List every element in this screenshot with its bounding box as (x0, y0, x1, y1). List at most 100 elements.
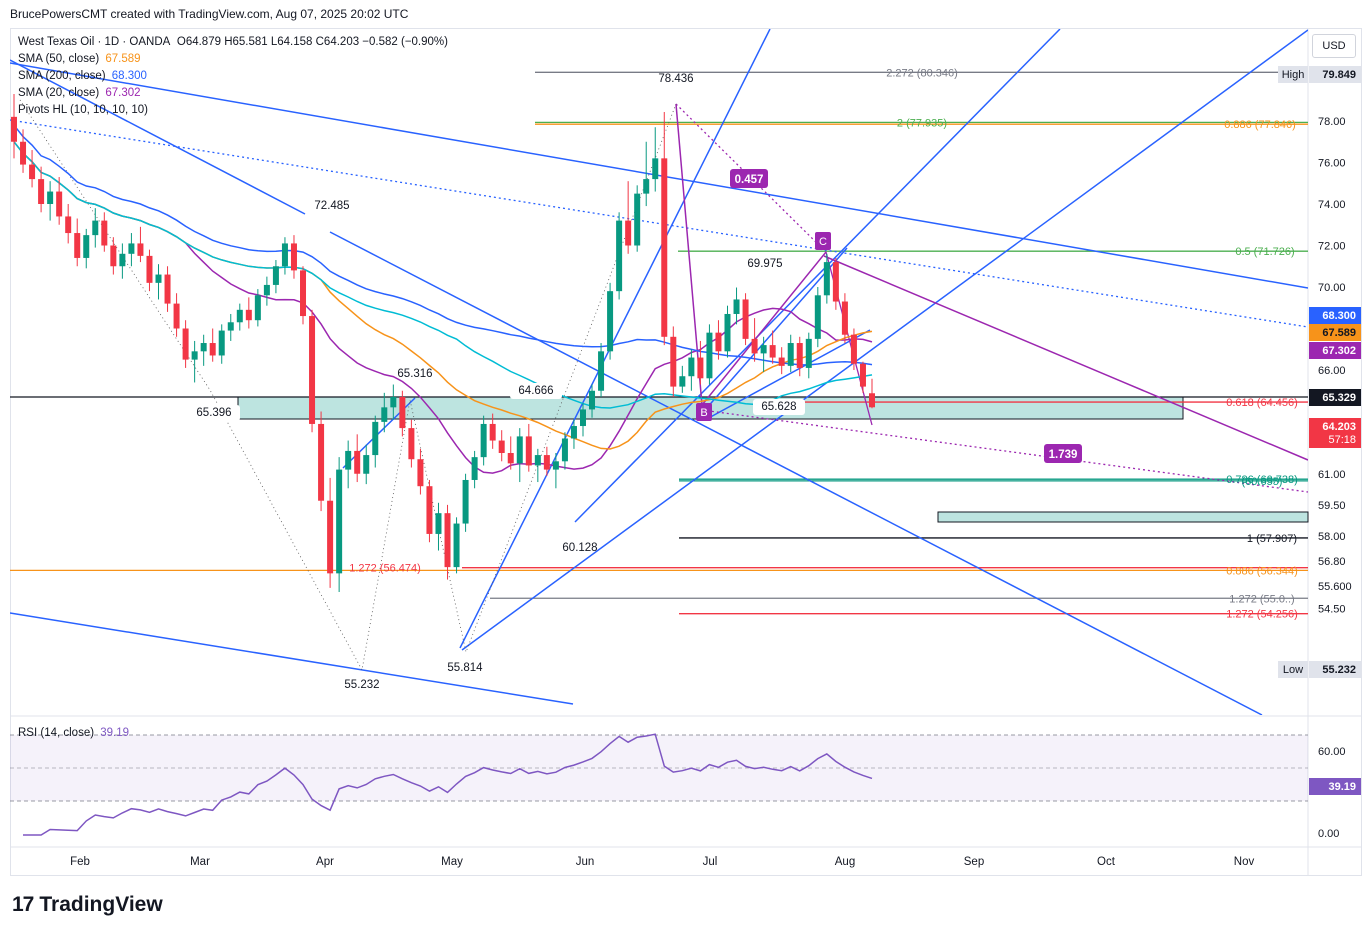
candle-body[interactable] (227, 322, 234, 331)
candle-body[interactable] (561, 438, 568, 462)
candle-body[interactable] (74, 233, 81, 258)
candle-body[interactable] (327, 500, 334, 574)
candle-body[interactable] (345, 450, 352, 470)
candle-body[interactable] (47, 191, 54, 204)
candle-body[interactable] (11, 116, 17, 142)
candle-body[interactable] (435, 513, 442, 534)
candle-body[interactable] (20, 141, 27, 165)
candle-body[interactable] (381, 407, 388, 422)
candle-body[interactable] (236, 309, 243, 323)
sma200-line[interactable] (13, 124, 873, 366)
candle-body[interactable] (859, 363, 866, 387)
candle-body[interactable] (218, 330, 225, 356)
wedge-upper[interactable] (704, 247, 848, 411)
candle-body[interactable] (850, 334, 857, 364)
trendline-descending-1[interactable] (10, 62, 1308, 289)
candle-body[interactable] (607, 291, 614, 352)
candle-body[interactable] (733, 299, 740, 314)
candle-body[interactable] (796, 343, 803, 368)
candle-body[interactable] (715, 332, 722, 352)
candle-body[interactable] (480, 423, 487, 458)
candle-body[interactable] (173, 303, 180, 329)
candle-body[interactable] (778, 357, 785, 366)
candle-body[interactable] (83, 235, 90, 258)
candle-body[interactable] (390, 396, 397, 408)
candle-body[interactable] (128, 243, 135, 254)
wedge-lower[interactable] (704, 329, 871, 421)
candle-body[interactable] (110, 245, 117, 267)
legend-sma20[interactable]: SMA (20, close) 67.302 (18, 85, 448, 102)
candle-body[interactable] (841, 301, 848, 335)
legend-symbol[interactable]: West Texas Oil · 1D · OANDA (18, 36, 170, 48)
sma-cyan-line[interactable] (13, 141, 873, 409)
candle-body[interactable] (869, 393, 875, 408)
candle-body[interactable] (263, 284, 270, 296)
candle-body[interactable] (643, 179, 650, 194)
candle-body[interactable] (697, 357, 704, 379)
candle-body[interactable] (706, 332, 713, 379)
trendline-ascending-1[interactable] (461, 29, 1308, 651)
legend-sma50[interactable]: SMA (50, close) 67.589 (18, 51, 448, 68)
abcd-projection[interactable] (701, 409, 1308, 493)
candle-body[interactable] (417, 459, 424, 487)
candle-body[interactable] (182, 328, 189, 360)
candle-body[interactable] (534, 455, 541, 466)
trendline-descending-2[interactable] (10, 59, 306, 215)
candle-body[interactable] (652, 158, 659, 180)
candle-body[interactable] (760, 345, 767, 354)
candle-body[interactable] (209, 343, 216, 356)
candle-body[interactable] (399, 396, 406, 429)
candle-body[interactable] (471, 457, 478, 480)
candle-body[interactable] (507, 453, 514, 464)
candle-body[interactable] (453, 523, 460, 568)
candle-body[interactable] (137, 243, 144, 256)
candle-body[interactable] (408, 428, 415, 460)
candle-body[interactable] (56, 191, 63, 217)
candle-body[interactable] (769, 345, 776, 358)
legend-sma200[interactable]: SMA (200, close) 68.300 (18, 68, 448, 85)
candle-body[interactable] (625, 220, 632, 246)
candle-body[interactable] (318, 423, 325, 501)
candle-body[interactable] (444, 513, 451, 568)
candle-body[interactable] (155, 274, 162, 283)
trendline-dotted[interactable] (10, 119, 1308, 328)
trendline-ascending-2[interactable] (574, 29, 1061, 523)
candle-body[interactable] (724, 313, 731, 352)
candle-body[interactable] (254, 295, 261, 321)
candle-body[interactable] (426, 486, 433, 534)
candle-body[interactable] (119, 253, 126, 267)
candle-body[interactable] (462, 479, 469, 524)
trendline-descending-3[interactable] (329, 231, 1263, 715)
candle-body[interactable] (823, 262, 830, 296)
candle-body[interactable] (38, 179, 45, 204)
candle-body[interactable] (552, 461, 559, 470)
tradingview-logo[interactable]: 17 TradingView (12, 893, 163, 917)
purple-trendline[interactable] (823, 255, 1308, 461)
candle-body[interactable] (634, 193, 641, 246)
candle-body[interactable] (92, 220, 99, 236)
trendline-descending-4[interactable] (10, 612, 574, 705)
candle-body[interactable] (363, 455, 370, 474)
rsi-legend[interactable]: RSI (14, close) 39.19 (18, 727, 129, 739)
candle-body[interactable] (516, 436, 523, 464)
candle-body[interactable] (616, 220, 623, 292)
candle-body[interactable] (670, 336, 677, 387)
candle-body[interactable] (146, 255, 153, 283)
candle-body[interactable] (543, 455, 550, 470)
candle-body[interactable] (281, 243, 288, 267)
candle-body[interactable] (589, 390, 596, 410)
candle-body[interactable] (661, 158, 668, 337)
candle-body[interactable] (525, 436, 532, 466)
candle-body[interactable] (579, 409, 586, 427)
candle-body[interactable] (570, 426, 577, 439)
candle-body[interactable] (300, 270, 307, 317)
candle-body[interactable] (200, 343, 207, 352)
candle-body[interactable] (679, 376, 686, 387)
candle-body[interactable] (272, 266, 279, 285)
trendline-ascending-3[interactable] (459, 29, 771, 649)
candle-body[interactable] (489, 423, 496, 441)
candle-body[interactable] (832, 262, 839, 302)
candle-body[interactable] (372, 421, 379, 456)
abcd-leg-3[interactable] (701, 251, 827, 406)
